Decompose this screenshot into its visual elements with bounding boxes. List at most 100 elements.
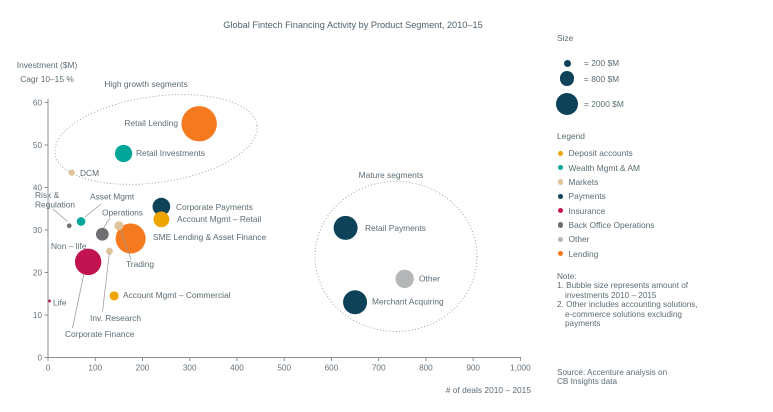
bubble-chart-plot: High growth segments Mature segments Retai… (33, 79, 531, 373)
bubble-life (47, 299, 51, 303)
size-legend-row: = 2000 $M (555, 92, 773, 116)
note-heading: Note: (557, 272, 577, 281)
source-line-2: CB Insights data (557, 377, 618, 387)
bubble-label-sme-lending-asset-finance: SME Lending & Asset Finance (153, 232, 266, 242)
legend-item-insurance: Insurance (557, 205, 773, 217)
bubble-label-retail-lending: Retail Lending (124, 118, 178, 128)
bubble-sme-lending-asset-finance (115, 223, 146, 254)
bubble-inv-research (105, 247, 113, 255)
bubble-label-operations: Operations (102, 208, 143, 218)
size-legend-label: = 200 $M (584, 58, 620, 68)
legend-heading: Legend (557, 131, 585, 141)
bubble-label-life: Life (53, 298, 67, 308)
source-block: Source: Accenture analysis on CB Insight… (557, 368, 667, 387)
x-tick-label: 900 (466, 364, 480, 373)
legend-bullet (557, 164, 563, 171)
leader-operations (103, 217, 111, 229)
bubble-retail-lending (181, 106, 217, 142)
bubble-non-life (74, 248, 102, 276)
bubble-label-retail-investments: Retail Investments (136, 148, 205, 158)
y-axis-title-line2: Cagr 10–15 % (20, 73, 74, 84)
x-tick-label: 200 (136, 364, 150, 373)
leader-risk-regulation (52, 208, 68, 222)
annotation-ellipse-mature-segments (314, 181, 478, 332)
leader-trading (120, 229, 132, 260)
legend-bullet (557, 207, 563, 214)
bubble-account-mgmt-retail (153, 211, 170, 228)
x-tick-label: 0 (46, 364, 51, 373)
legend-label: Back Office Operations (568, 220, 655, 231)
y-tick-label: 0 (37, 354, 42, 363)
note-line: payments (565, 319, 601, 329)
leader-asset-mgmt (84, 203, 102, 218)
y-tick-label: 60 (33, 99, 43, 108)
annotation-label-mature-segments: Mature segments (359, 170, 424, 180)
bubble-label-risk-regulation: Regulation (35, 200, 75, 210)
bubble-label-merchant-acquiring: Merchant Acquiring (372, 297, 444, 307)
size-legend-label: = 2000 $M (584, 99, 624, 109)
size-legend-row: = 800 $M (557, 71, 773, 86)
bubble-label-inv-research: Inv. Research (90, 313, 141, 323)
chart-title: Global Fintech Financing Activity by Pro… (223, 20, 483, 30)
annotation-ellipse-high-growth-segments (54, 94, 258, 185)
bubble-label-corporate-payments: Corporate Payments (176, 202, 253, 212)
note-lines: 1. Bubble size represents amount of inves… (557, 281, 773, 328)
legend-item-other: Other (557, 233, 773, 245)
x-tick-label: 500 (277, 364, 291, 373)
bubble-retail-investments (114, 144, 133, 163)
bubble-label-asset-mgmt: Asset Mgmt (90, 192, 135, 202)
annotation-label-high-growth-segments: High growth segments (104, 79, 187, 89)
legend-item-payments: Payments (557, 190, 773, 202)
note-line: 1. Bubble size represents amount of (557, 281, 689, 291)
x-tick-label: 1,000 (510, 364, 531, 373)
bubble-label-non-life: Non – life (51, 241, 87, 251)
legend-bullet (557, 193, 563, 200)
y-axis-title: Investment ($M) Cagr 10–15 % (17, 59, 78, 86)
bubble-label-retail-payments: Retail Payments (365, 223, 426, 233)
legend-label: Payments (568, 191, 606, 202)
bubble-asset-mgmt (76, 217, 86, 226)
legend-item-markets: Markets (557, 176, 773, 188)
bubble-dcm (68, 169, 75, 176)
bubble-label-trading: Trading (126, 259, 154, 269)
y-tick-label: 30 (33, 226, 43, 235)
note-line: e-commerce solutions excluding (565, 309, 682, 319)
bubble-retail-payments (333, 215, 358, 240)
x-axis-title: # of deals 2010 – 2015 (445, 385, 531, 395)
legend-label: Deposit accounts (568, 148, 633, 159)
x-tick-label: 400 (230, 364, 244, 373)
legend-bullet (557, 179, 563, 185)
x-tick-label: 700 (372, 364, 386, 373)
size-legend-heading: Size (557, 33, 574, 43)
bubble-account-mgmt-commercial (109, 291, 119, 301)
size-legend-circle (563, 59, 571, 67)
legend-label: Wealth Mgmt & AM (568, 162, 641, 173)
x-tick-label: 600 (325, 364, 339, 373)
bubble-merchant-acquiring (343, 290, 368, 315)
x-tick-label: 800 (419, 364, 433, 373)
bubble-label-account-mgmt-retail: Account Mgmt – Retail (177, 214, 261, 224)
size-legend-label: = 800 $M (584, 73, 620, 84)
leader-corporate-finance (72, 273, 85, 329)
note-line: 2. Other includes accounting solutions, (557, 300, 698, 310)
legend-item-lending: Lending (557, 248, 773, 260)
bubble-label-corporate-finance: Corporate Finance (65, 329, 135, 339)
size-legend-row: = 200 $M (557, 56, 773, 70)
x-tick-label: 300 (183, 364, 197, 373)
legend-label: Markets (568, 177, 599, 187)
bubble-operations (95, 227, 109, 241)
legend-bullet (557, 150, 563, 156)
bubble-label-other: Other (419, 274, 440, 284)
size-legend-circle (559, 71, 574, 86)
y-tick-label: 20 (33, 269, 43, 278)
y-tick-label: 10 (33, 311, 43, 320)
bubble-label-dcm: DCM (80, 168, 99, 178)
right-panel: Size = 200 $M = 800 $M = 2000 $M Legend … (555, 0, 773, 412)
y-tick-label: 40 (33, 184, 43, 193)
leader-inv-research (102, 253, 110, 312)
legend-label: Other (568, 234, 590, 245)
bubble-label-risk-regulation: Risk & (35, 190, 60, 200)
bubble-label-account-mgmt-commercial: Account Mgmt – Commercial (123, 290, 231, 300)
size-legend-circle (555, 92, 579, 116)
